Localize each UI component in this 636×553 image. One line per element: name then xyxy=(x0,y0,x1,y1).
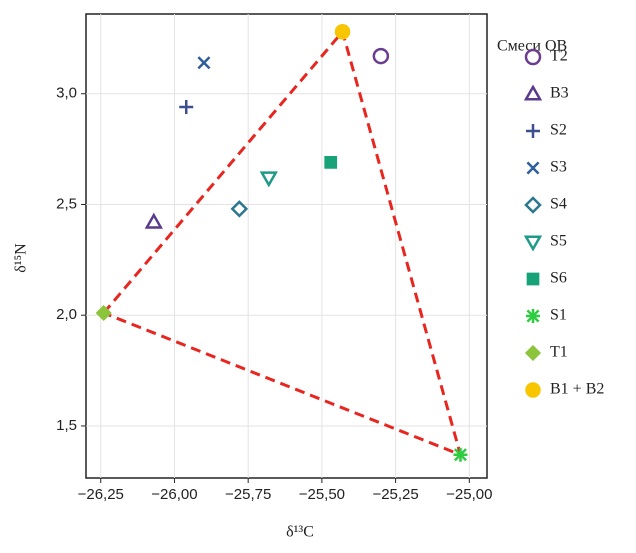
legend-marker xyxy=(526,124,540,138)
legend-title: Смеси ОВ xyxy=(497,38,567,55)
legend-label: T2 xyxy=(550,48,568,65)
data-point xyxy=(324,156,338,169)
data-point xyxy=(95,304,112,322)
data-point xyxy=(372,47,390,65)
legend-marker xyxy=(524,48,542,66)
legend-label: S3 xyxy=(550,159,567,176)
legend-marker xyxy=(526,272,540,286)
legend-marker xyxy=(524,196,542,214)
legend-label: S2 xyxy=(550,122,567,139)
data-point xyxy=(144,212,163,229)
data-point xyxy=(230,200,249,218)
data-point xyxy=(334,23,351,40)
data-point xyxy=(179,100,194,115)
legend-label: S4 xyxy=(550,196,567,213)
data-point xyxy=(259,171,278,188)
legend-label: B3 xyxy=(550,85,569,102)
x-tick-label: −25,00 xyxy=(446,486,492,503)
legend-marker xyxy=(525,382,541,398)
legend-label: S5 xyxy=(550,233,567,250)
x-tick-label: −25,50 xyxy=(299,486,345,503)
x-tick-label: −25,25 xyxy=(372,486,418,503)
legend-marker xyxy=(526,309,540,323)
legend-marker xyxy=(526,161,540,175)
y-tick-label: 2,0 xyxy=(56,306,77,323)
y-tick-label: 2,5 xyxy=(56,195,77,212)
plot-frame xyxy=(85,13,488,479)
x-tick-label: −26,25 xyxy=(78,486,124,503)
legend-label: B1 + B2 xyxy=(550,381,604,398)
legend-label: T1 xyxy=(550,344,568,361)
legend-marker xyxy=(523,235,543,252)
y-tick-label: 3,0 xyxy=(56,85,77,102)
legend-marker xyxy=(524,344,542,362)
x-tick-label: −26,00 xyxy=(151,486,197,503)
mixing-triangle xyxy=(102,28,463,458)
legend-label: S6 xyxy=(550,270,567,287)
data-point xyxy=(453,447,468,462)
data-point xyxy=(197,56,211,70)
legend-label: S1 xyxy=(550,307,567,324)
x-axis-label: δ¹³C xyxy=(286,524,314,541)
legend-marker xyxy=(523,84,543,101)
y-axis-label: δ¹⁵N xyxy=(13,243,30,273)
y-tick-label: 1,5 xyxy=(56,417,77,434)
x-tick-label: −25,75 xyxy=(225,486,271,503)
